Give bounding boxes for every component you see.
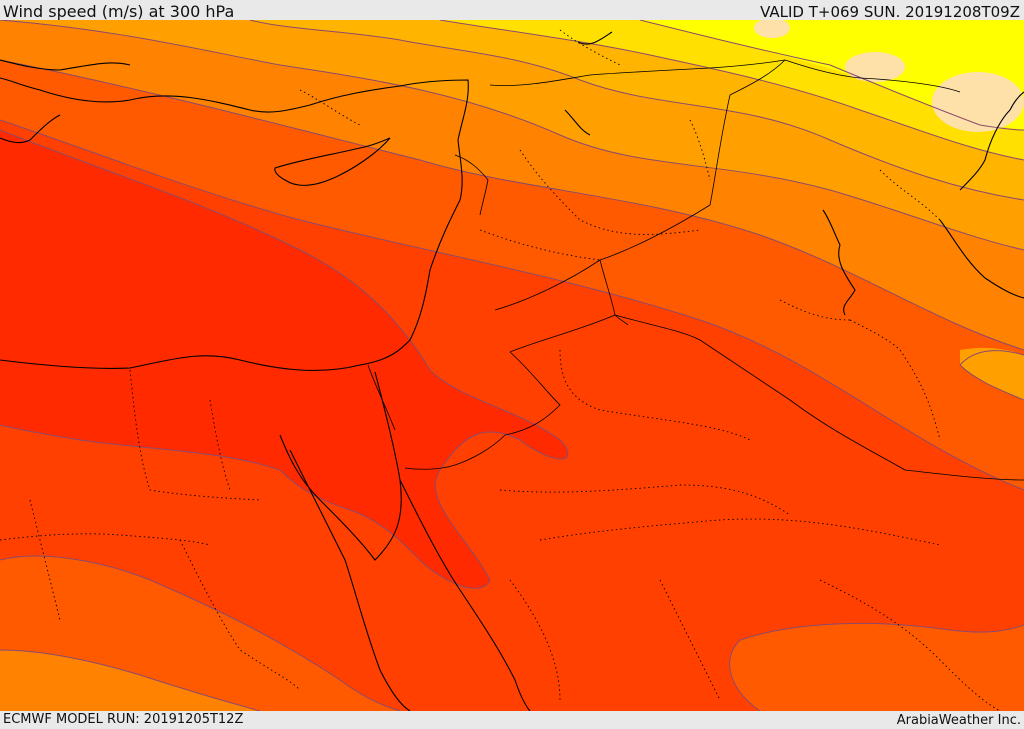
core-low-east bbox=[932, 72, 1024, 132]
borders bbox=[367, 59, 1024, 481]
footer-bar: ECMWF MODEL RUN: 20191205T12Z ArabiaWeat… bbox=[0, 711, 1024, 729]
map-canvas bbox=[0, 20, 1024, 711]
contour-lines bbox=[0, 20, 1024, 711]
band-low bbox=[640, 20, 1024, 130]
credit-label: ArabiaWeather Inc. bbox=[896, 713, 1021, 728]
band-peak bbox=[0, 130, 568, 589]
band-southeast bbox=[729, 623, 1024, 711]
core-low-center bbox=[845, 52, 905, 82]
model-run-label: ECMWF MODEL RUN: 20191205T12Z bbox=[3, 712, 244, 727]
core-low-north bbox=[754, 20, 790, 38]
internal-boundaries bbox=[0, 29, 1001, 711]
band-lower-left-2 bbox=[0, 650, 260, 711]
coastlines bbox=[0, 31, 1024, 711]
map-title: Wind speed (m/s) at 300 hPa bbox=[3, 2, 235, 21]
wind-speed-map[interactable] bbox=[0, 20, 1024, 711]
valid-time-label: VALID T+069 SUN. 20191208T09Z bbox=[760, 3, 1020, 21]
band-east-blob bbox=[960, 347, 1024, 400]
title-bar: Wind speed (m/s) at 300 hPa VALID T+069 … bbox=[0, 0, 1024, 20]
